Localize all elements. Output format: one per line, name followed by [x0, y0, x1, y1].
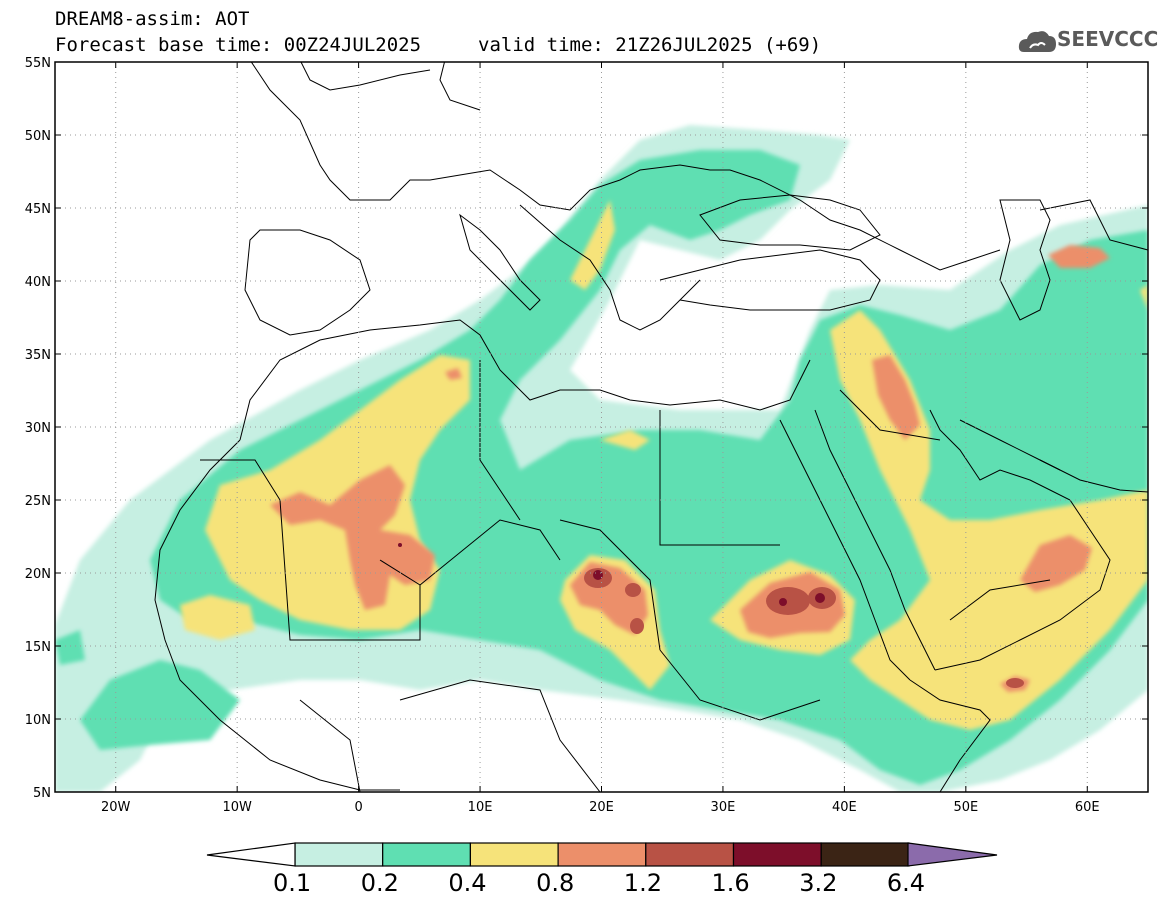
lat-label: 25N: [25, 494, 51, 509]
colorbar-level-label: 0.1: [273, 869, 312, 897]
forecast-base-time: Forecast base time: 00Z24JUL2025: [55, 34, 422, 56]
lon-label: 0: [354, 800, 362, 815]
lat-label: 10N: [25, 713, 51, 728]
colorbar-swatch: [382, 842, 472, 867]
map-title: DREAM8-assim: AOT: [55, 8, 250, 30]
colorbar-swatch: [732, 842, 822, 867]
lon-label: 40E: [832, 800, 857, 815]
lat-label: 45N: [25, 202, 51, 217]
lat-label: 15N: [25, 640, 51, 655]
lon-label: 20E: [589, 800, 614, 815]
lon-label: 30E: [711, 800, 736, 815]
axis-ticks: 55N 50N 45N 40N 35N 30N 25N 20N 15N 10N 5N 20W 10W 0 1…: [25, 56, 1148, 815]
lat-label: 5N: [33, 786, 51, 801]
colorbar-swatch: [645, 842, 735, 867]
colorbar-level-label: 1.6: [711, 869, 750, 897]
logo-text: SEEVCCC: [1057, 27, 1159, 51]
lon-label: 20W: [101, 800, 131, 815]
graticule: [55, 62, 1148, 792]
lat-label: 30N: [25, 421, 51, 436]
colorbar-level-label: 0.8: [536, 869, 575, 897]
colorbar-swatch: [294, 842, 384, 867]
colorbar-min-arrow: [206, 842, 296, 867]
lon-label: 10E: [468, 800, 493, 815]
cloud-logo-icon: [1018, 31, 1056, 52]
valid-time: valid time: 21Z26JUL2025 (+69): [478, 34, 822, 56]
lat-label: 50N: [25, 129, 51, 144]
aot-level-1.6: [398, 543, 825, 606]
colorbar-level-label: 0.4: [448, 869, 487, 897]
lon-label: 10W: [222, 800, 252, 815]
lat-label: 40N: [25, 275, 51, 290]
colorbar-level-label: 3.2: [799, 869, 838, 897]
colorbar-swatch: [820, 842, 910, 867]
lat-label: 55N: [25, 56, 51, 71]
lon-label: 60E: [1075, 800, 1100, 815]
colorbar-level-label: 6.4: [886, 869, 926, 897]
lat-label: 35N: [25, 348, 51, 363]
colorbar-level-label: 0.2: [360, 869, 399, 897]
colorbar-max-arrow: [907, 842, 998, 867]
colorbar-swatch: [469, 842, 559, 867]
aot-fields: [55, 62, 1148, 792]
colorbar-boxes: [294, 842, 910, 867]
colorbar-level-label: 1.2: [623, 869, 662, 897]
lat-label: 20N: [25, 567, 51, 582]
lon-label: 50E: [953, 800, 978, 815]
colorbar-swatch: [557, 842, 647, 867]
coastlines: [154, 62, 1148, 792]
